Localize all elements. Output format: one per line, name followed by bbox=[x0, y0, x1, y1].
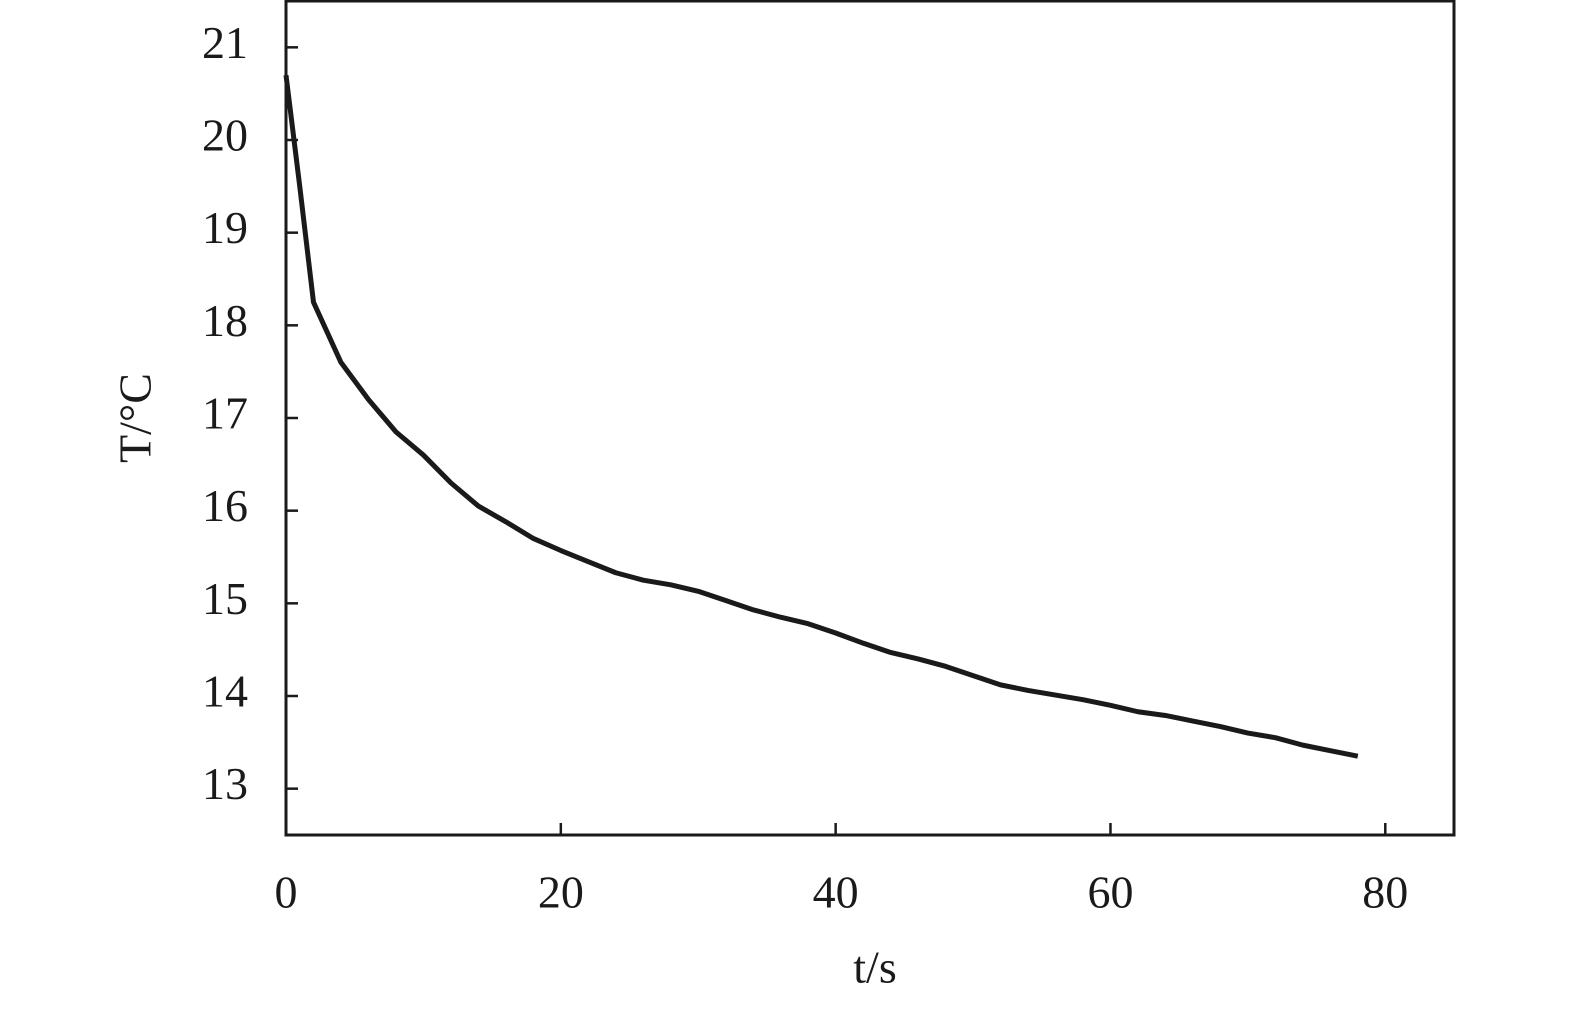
plot-frame bbox=[284, 0, 1456, 837]
y-tick-label: 20 bbox=[202, 110, 248, 161]
y-tick-label: 13 bbox=[202, 758, 248, 809]
x-tick-label: 40 bbox=[813, 867, 859, 918]
x-tick-label: 80 bbox=[1362, 867, 1408, 918]
x-tick-label: 20 bbox=[538, 867, 584, 918]
x-axis-label: t/s bbox=[853, 942, 896, 993]
y-tick-label: 17 bbox=[202, 388, 248, 439]
x-tick-label: 0 bbox=[275, 867, 298, 918]
y-tick-label: 18 bbox=[202, 295, 248, 346]
y-tick-label: 15 bbox=[202, 573, 248, 624]
y-tick-label: 14 bbox=[202, 666, 248, 717]
y-tick-label: 16 bbox=[202, 480, 248, 531]
x-tick-label: 60 bbox=[1087, 867, 1133, 918]
y-tick-label: 19 bbox=[202, 202, 248, 253]
data-line bbox=[283, 74, 1359, 759]
y-axis-label: T/°C bbox=[110, 373, 161, 463]
y-tick-label: 21 bbox=[202, 17, 248, 68]
